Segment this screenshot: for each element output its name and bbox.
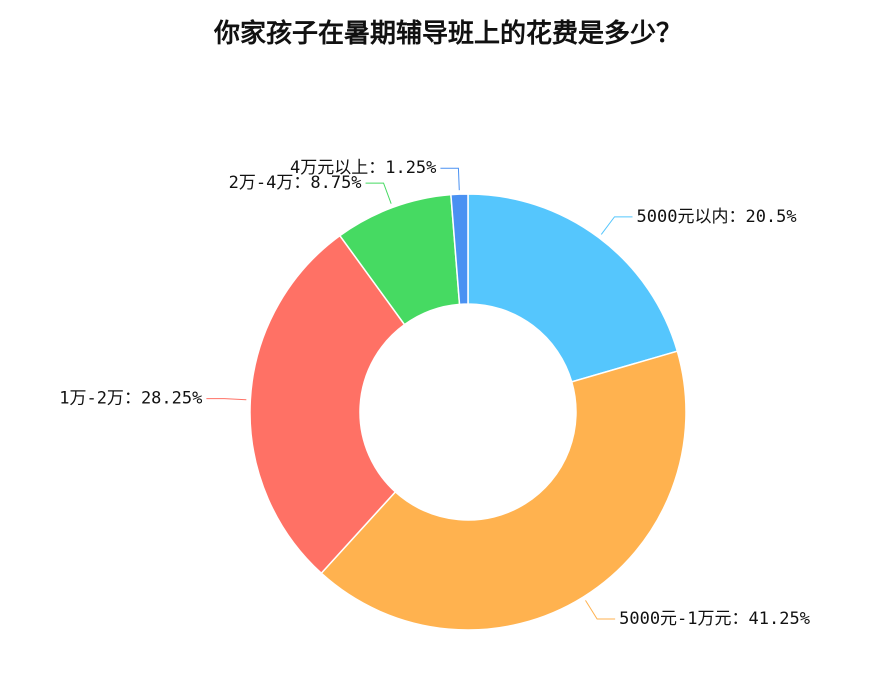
- donut-slice: [467, 193, 679, 383]
- category-label: 5000元以内: [637, 207, 729, 227]
- chart-title: 你家孩子在暑期辅导班上的花费是多少？: [213, 18, 682, 49]
- category-label: 5000元-1万元: [619, 609, 731, 629]
- value-label: 28.25%: [141, 389, 202, 409]
- slice-label: 1万-2万：28.25%: [59, 389, 202, 409]
- value-label: 20.5%: [745, 207, 796, 227]
- leader-line: [600, 216, 633, 235]
- leader-line: [440, 167, 460, 191]
- value-label: 8.75%: [310, 173, 361, 193]
- slice-label: 5000元-1万元：41.25%: [619, 609, 810, 629]
- label-separator: ：: [293, 173, 310, 193]
- donut-slice: [249, 234, 406, 575]
- donut-slice: [450, 193, 469, 306]
- category-label: 2万-4万: [229, 173, 294, 193]
- slice-label: 5000元以内：20.5%: [637, 207, 797, 227]
- value-label: 41.25%: [749, 609, 810, 629]
- label-separator: ：: [368, 158, 385, 178]
- slice-label: 2万-4万：8.75%: [229, 173, 362, 193]
- label-separator: ：: [124, 389, 141, 409]
- slice-label: 4万元以上：1.25%: [290, 158, 436, 178]
- category-label: 1万-2万: [59, 389, 124, 409]
- leader-line: [206, 398, 247, 401]
- label-separator: ：: [732, 609, 749, 629]
- donut-slice: [320, 350, 687, 631]
- value-label: 1.25%: [385, 158, 436, 178]
- leader-line: [585, 600, 616, 620]
- label-separator: ：: [728, 207, 745, 227]
- category-label: 4万元以上: [290, 158, 368, 178]
- leader-line: [365, 182, 392, 204]
